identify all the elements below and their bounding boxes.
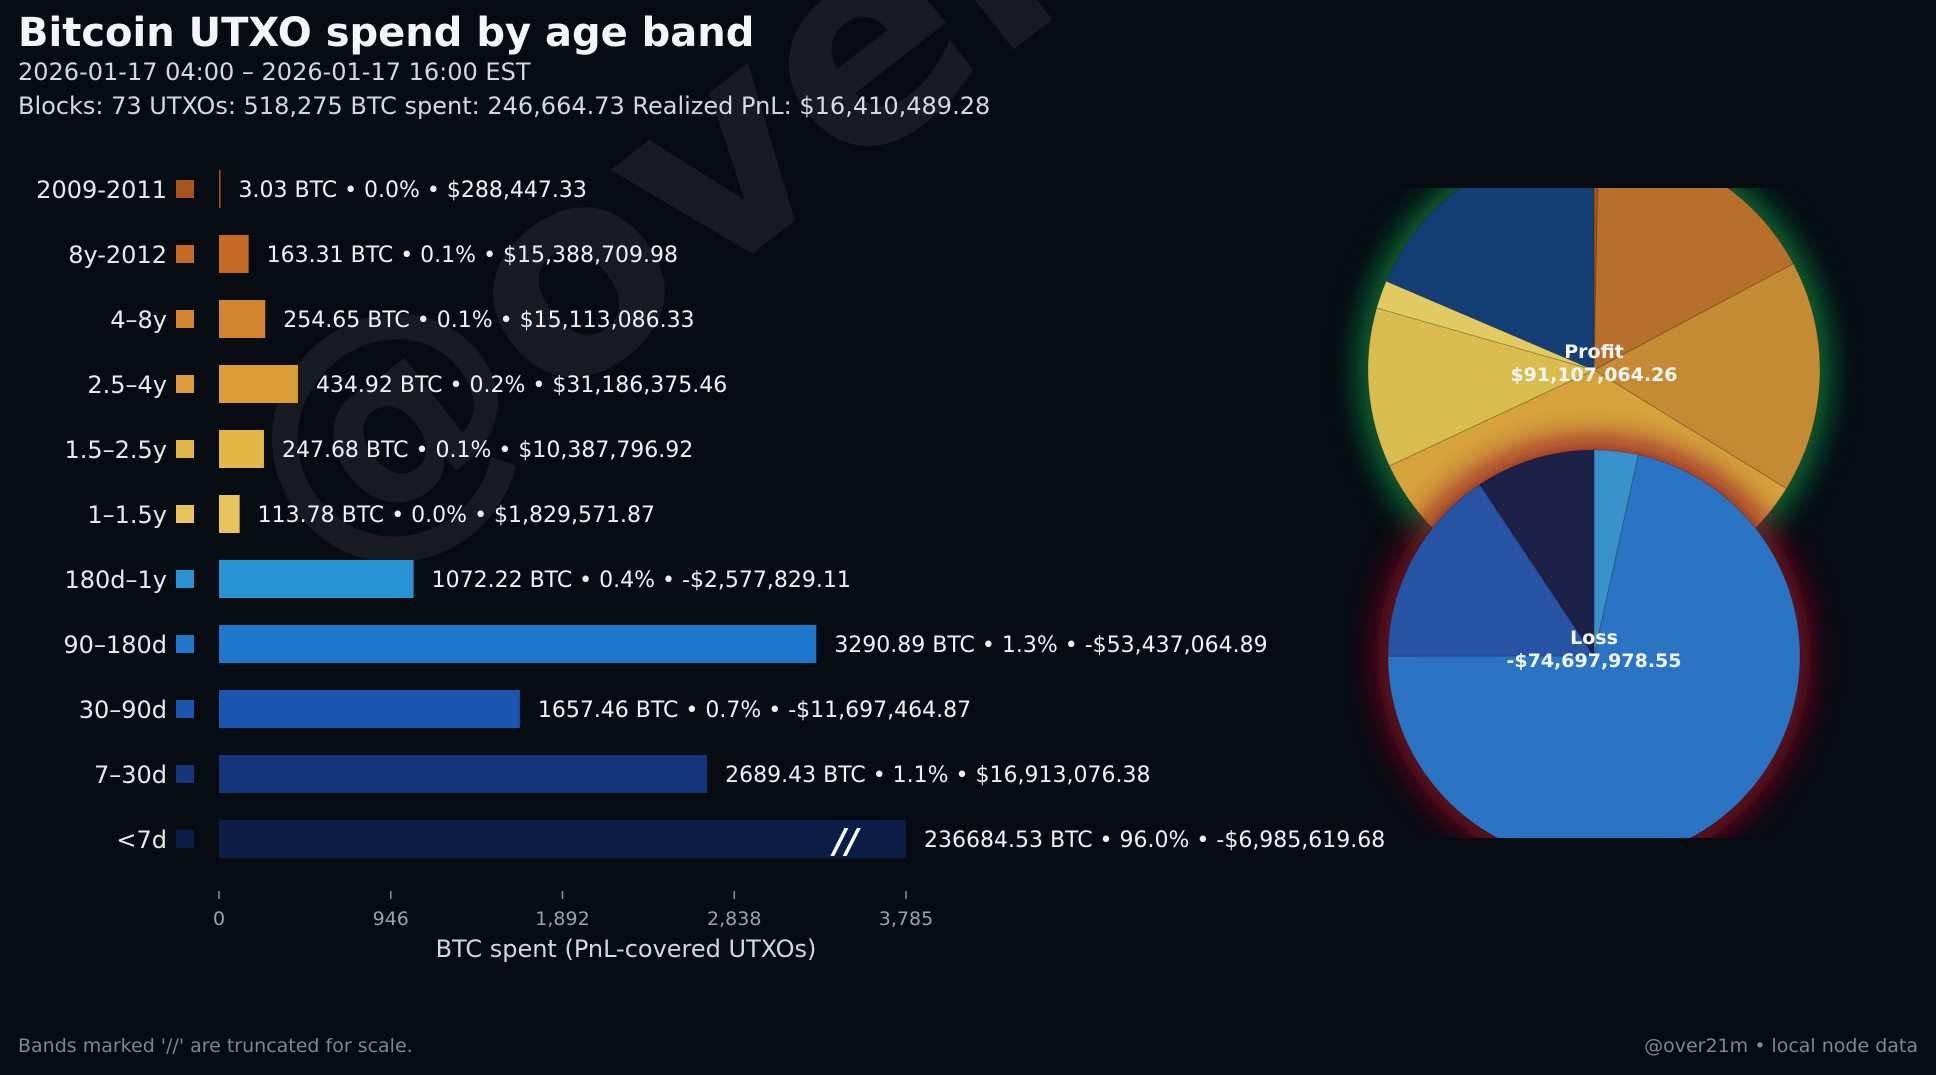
bar <box>219 235 249 273</box>
loss-pie-label: Loss <box>1570 627 1618 649</box>
loss-pie-slice <box>1593 449 1639 657</box>
category-label: <7d <box>116 826 167 854</box>
legend-swatch <box>176 440 194 458</box>
x-tick-label: 946 <box>373 908 409 930</box>
category-label: 2.5–4y <box>87 371 167 399</box>
legend-swatch <box>176 180 194 198</box>
summary-stats: Blocks: 73 UTXOs: 518,275 BTC spent: 246… <box>18 92 991 120</box>
bar <box>219 300 266 338</box>
category-label: 1.5–2.5y <box>64 436 167 464</box>
bar <box>219 560 414 598</box>
legend-swatch <box>176 765 194 783</box>
bar <box>219 495 240 533</box>
data-label: 113.78 BTC • 0.0% • $1,829,571.87 <box>258 503 655 528</box>
category-label: 2009-2011 <box>36 176 167 204</box>
profit-pie-slice <box>1593 188 1795 371</box>
data-label: 434.92 BTC • 0.2% • $31,186,375.46 <box>316 373 727 398</box>
time-range: 2026-01-17 04:00 – 2026-01-17 16:00 EST <box>18 58 531 86</box>
category-label: 7–30d <box>94 761 167 789</box>
category-label: 90–180d <box>63 631 167 659</box>
pie-charts <box>1358 188 1830 838</box>
bar-chart: 2009-2011 3.03 BTC • 0.0% • $288,447.33 8y… <box>36 170 1385 963</box>
legend-swatch <box>176 505 194 523</box>
bar <box>219 365 298 403</box>
bar <box>219 430 264 468</box>
data-label: 3.03 BTC • 0.0% • $288,447.33 <box>239 178 587 203</box>
footer-credit: @over21m • local node data <box>1644 1035 1918 1057</box>
profit-pie-slice <box>1376 280 1595 371</box>
profit-pie-total: $91,107,064.26 <box>1510 364 1677 386</box>
loss-pie-total: -$74,697,978.55 <box>1507 650 1682 672</box>
category-label: 4–8y <box>110 306 167 334</box>
data-label: 2689.43 BTC • 1.1% • $16,913,076.38 <box>725 763 1150 788</box>
legend-swatch <box>176 570 194 588</box>
legend-swatch <box>176 700 194 718</box>
bar <box>219 755 708 793</box>
bar <box>219 690 520 728</box>
pie-labels: Profit$91,107,064.26 Loss-$74,697,978.55 <box>1507 341 1682 672</box>
data-label: 254.65 BTC • 0.1% • $15,113,086.33 <box>283 308 694 333</box>
bar <box>219 625 817 663</box>
profit-pie-label: Profit <box>1564 341 1624 363</box>
profit-pie-slice <box>1385 188 1595 371</box>
profit-pie-slice <box>1592 263 1821 490</box>
data-label: 163.31 BTC • 0.1% • $15,388,709.98 <box>267 243 678 268</box>
x-tick-label: 3,785 <box>879 908 933 930</box>
data-label: 1657.46 BTC • 0.7% • -$11,697,464.87 <box>538 698 971 723</box>
loss-pie-slice <box>1387 483 1595 657</box>
data-label: 3290.89 BTC • 1.3% • -$53,437,064.89 <box>834 633 1267 658</box>
data-label: 1072.22 BTC • 0.4% • -$2,577,829.11 <box>432 568 851 593</box>
page-title: Bitcoin UTXO spend by age band <box>18 10 755 56</box>
data-label: 236684.53 BTC • 96.0% • -$6,985,619.68 <box>924 828 1385 853</box>
legend-swatch <box>176 830 194 848</box>
legend-swatch <box>176 635 194 653</box>
loss-pie-slice <box>1479 449 1595 658</box>
truncation-marker: // <box>830 822 861 862</box>
x-tick-label: 2,838 <box>707 908 761 930</box>
bar <box>219 820 906 858</box>
category-label: 30–90d <box>79 696 167 724</box>
category-label: 180d–1y <box>64 566 167 594</box>
data-label: 247.68 BTC • 0.1% • $10,387,796.92 <box>282 438 693 463</box>
x-tick-label: 0 <box>213 908 225 930</box>
footer-note: Bands marked '//' are truncated for scal… <box>18 1035 413 1057</box>
x-tick-label: 1,892 <box>535 908 589 930</box>
legend-swatch <box>176 245 194 263</box>
legend-swatch <box>176 310 194 328</box>
bar <box>219 170 221 208</box>
category-label: 8y-2012 <box>68 241 167 269</box>
loss-pie-slice <box>1387 454 1801 838</box>
profit-pie-slice <box>1367 307 1596 467</box>
profit-pie-slice <box>1593 188 1599 371</box>
category-label: 1–1.5y <box>87 501 167 529</box>
x-axis-label: BTC spent (PnL-covered UTXOs) <box>436 935 817 963</box>
legend-swatch <box>176 375 194 393</box>
